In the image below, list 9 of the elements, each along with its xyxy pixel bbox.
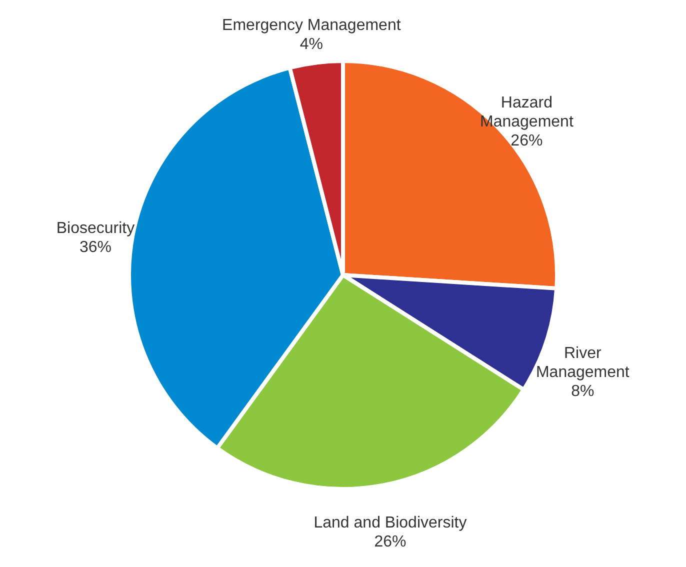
slice-label: Emergency Management	[222, 16, 402, 34]
data-label: 8%	[571, 382, 594, 400]
slice-label: River Management	[536, 344, 630, 381]
slice-label: Land and Biodiversity	[314, 514, 467, 532]
data-label: 26%	[510, 132, 543, 150]
data-label: 26%	[374, 534, 406, 551]
data-label: 4%	[300, 36, 323, 53]
data-label: 36%	[79, 238, 112, 256]
slice-label: Biosecurity	[56, 220, 135, 237]
